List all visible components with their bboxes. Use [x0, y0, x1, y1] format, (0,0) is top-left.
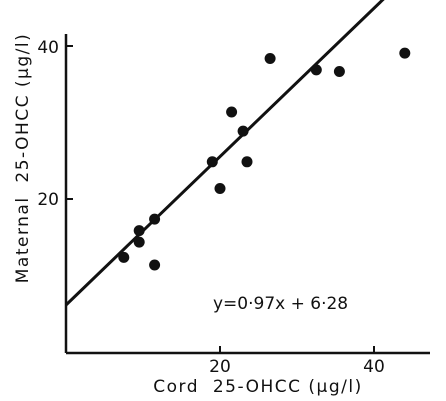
x-tick-label-40: 40: [363, 357, 385, 377]
data-point-11: [264, 53, 276, 64]
x-tick-label-20: 20: [209, 357, 231, 377]
data-point-3: [133, 236, 145, 248]
data-point-5: [149, 259, 161, 271]
data-point-2: [133, 225, 145, 237]
regression-equation: y=0·97x + 6·28: [213, 294, 348, 314]
data-point-12: [310, 64, 322, 76]
regression-line: [64, 0, 385, 307]
x-axis-label: Cord 25-OHCC (µg/l): [153, 377, 362, 397]
data-point-10: [241, 156, 253, 168]
data-point-6: [206, 156, 218, 168]
data-point-7: [214, 183, 226, 194]
data-point-8: [226, 106, 238, 118]
data-point-1: [118, 251, 130, 263]
y-tick-label-40: 40: [37, 38, 59, 58]
data-point-14: [399, 47, 411, 59]
data-points: [118, 47, 411, 271]
data-point-13: [333, 66, 345, 77]
y-tick-label-20: 20: [37, 190, 59, 210]
plot-area: 20 40 20 40 Cord 25-OHCC (µg/l) Maternal…: [13, 0, 430, 397]
data-point-4: [149, 213, 161, 225]
y-axis-label: Maternal 25-OHCC (µg/l): [13, 33, 33, 284]
data-point-9: [237, 125, 249, 137]
